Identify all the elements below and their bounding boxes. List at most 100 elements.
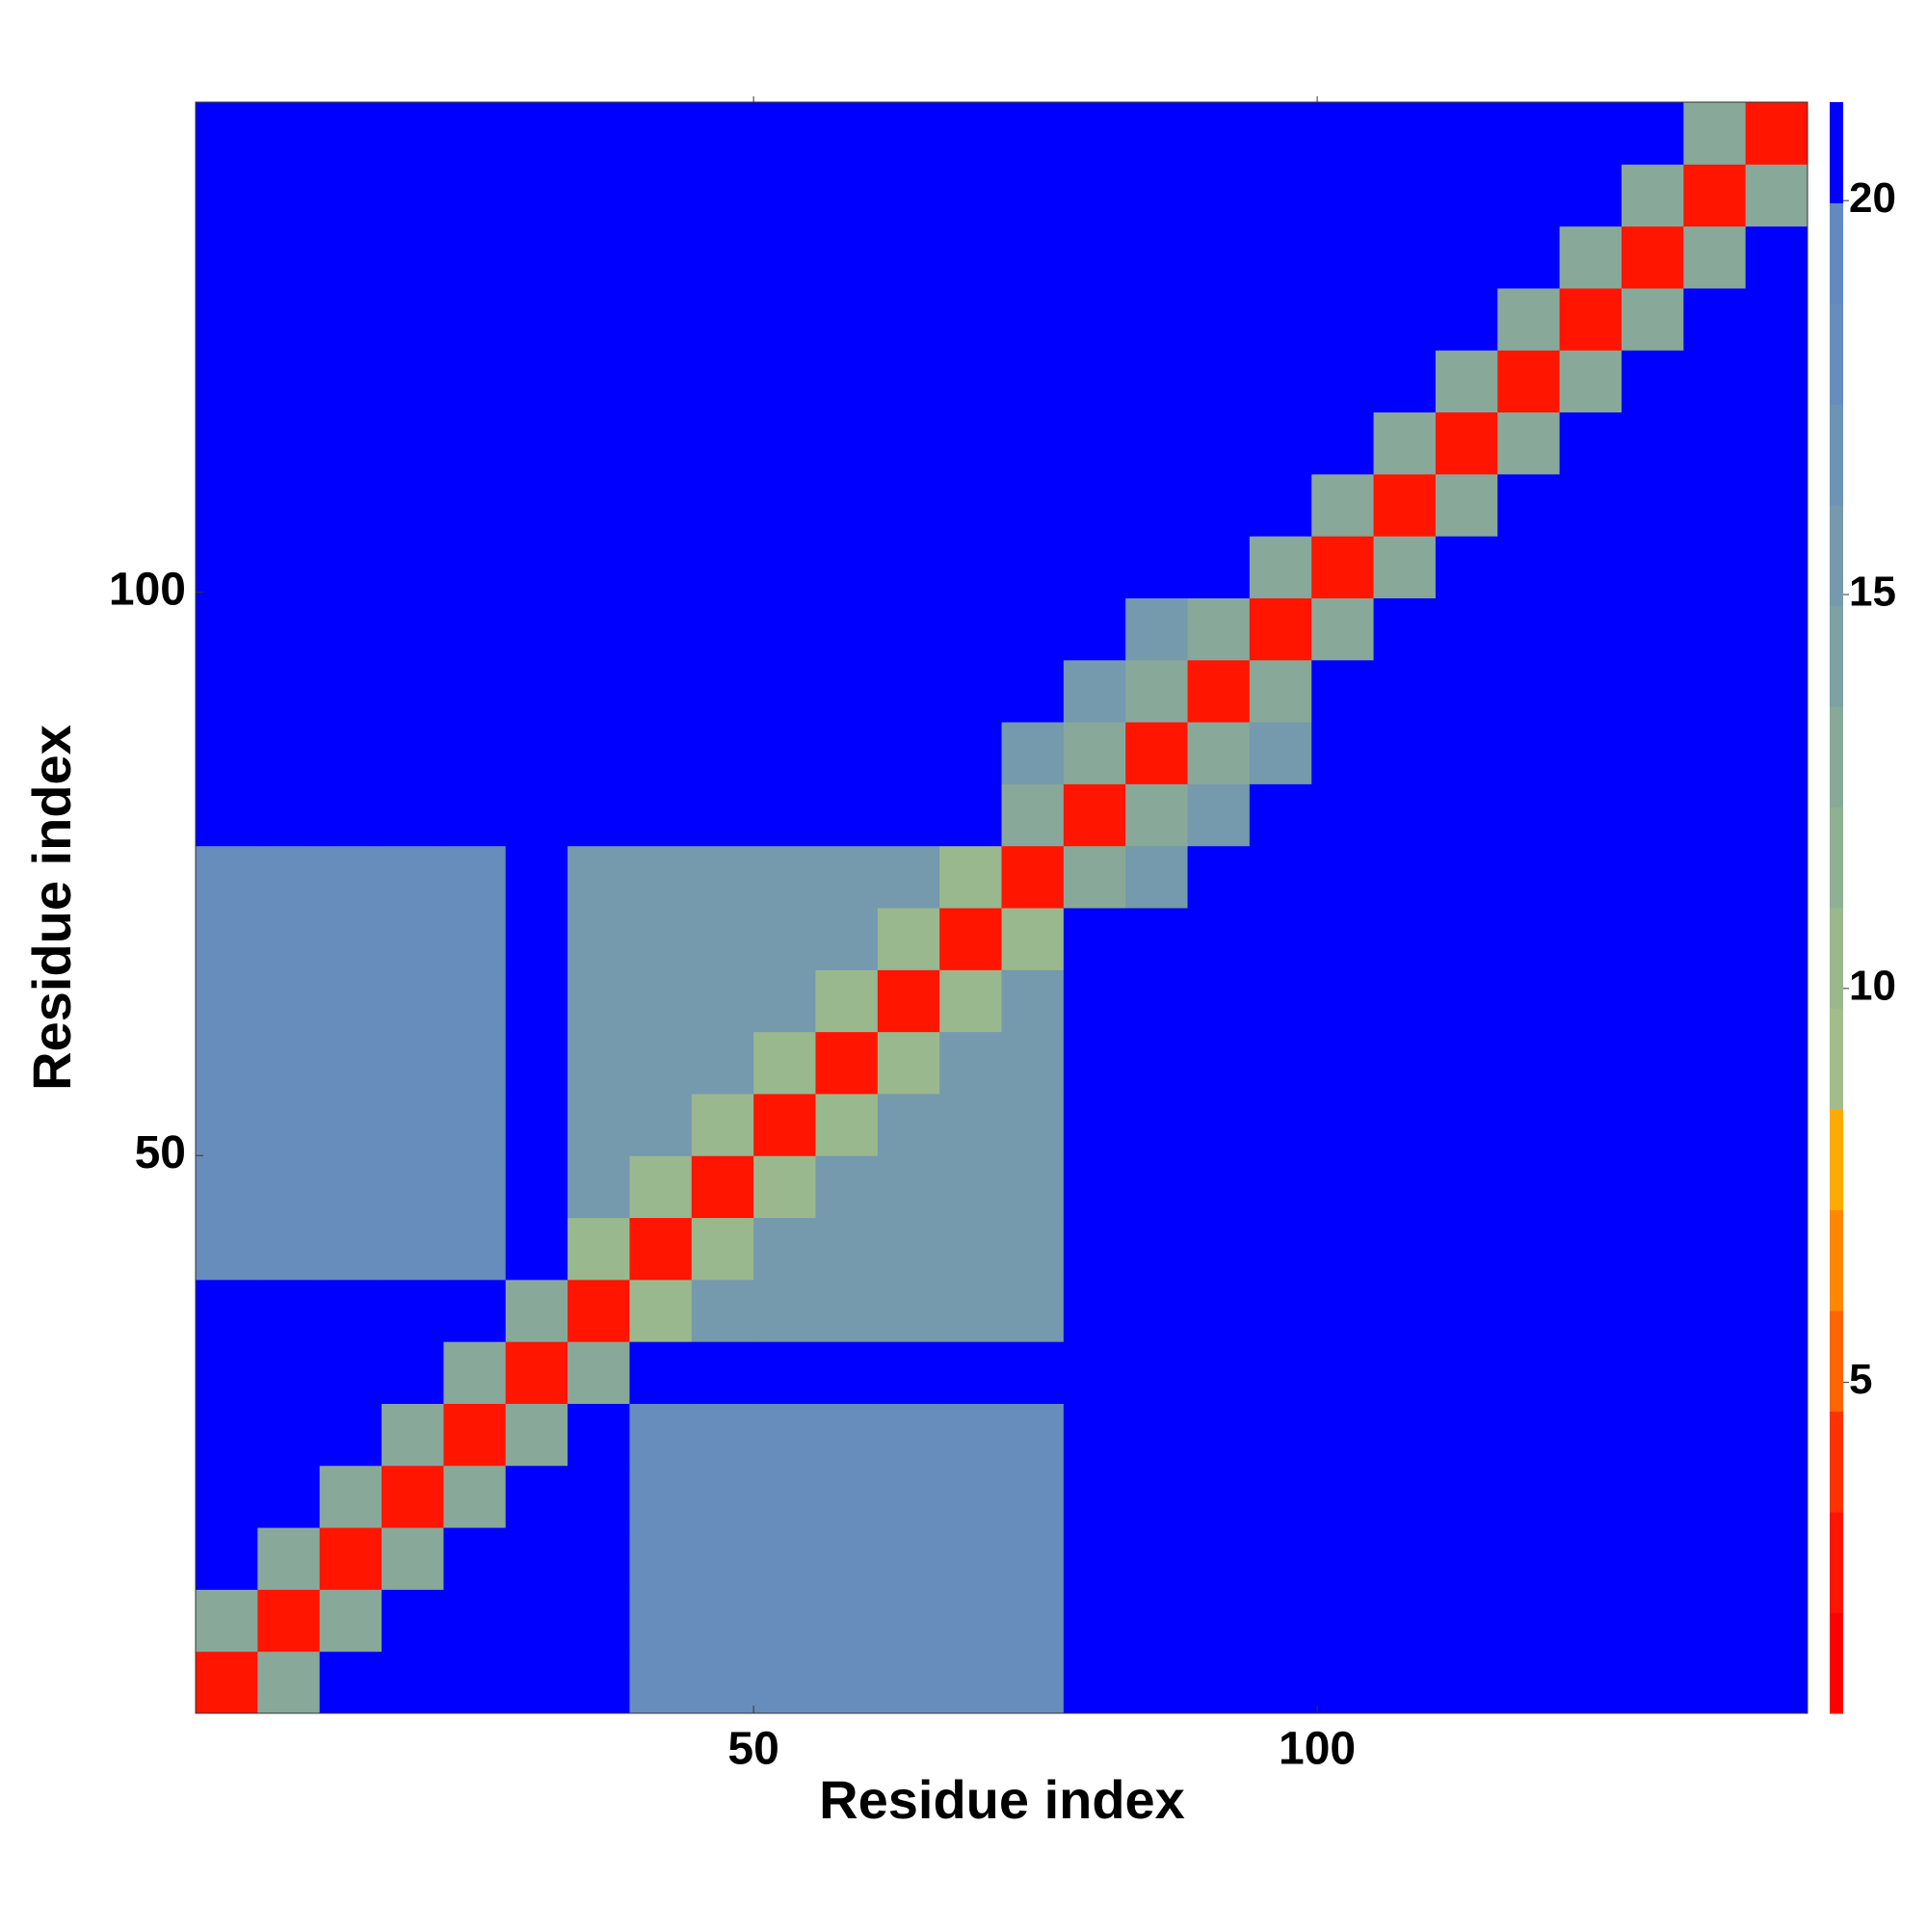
heatmap-cell <box>1373 722 1437 784</box>
heatmap-cell <box>257 659 321 723</box>
heatmap-cell <box>1001 1155 1065 1219</box>
heatmap-cell <box>1001 1031 1065 1095</box>
heatmap-cell <box>815 1403 879 1467</box>
heatmap-cell <box>1621 1589 1684 1653</box>
heatmap-cell <box>568 164 630 227</box>
heatmap-cell <box>1745 350 1808 413</box>
heatmap-cell <box>1125 783 1189 847</box>
heatmap-cell <box>815 102 879 165</box>
heatmap-cell <box>1001 722 1065 784</box>
heatmap-cell <box>1001 1465 1065 1528</box>
heatmap-cell <box>1125 287 1189 351</box>
heatmap-cell <box>196 1155 258 1219</box>
heatmap-cell <box>1187 1031 1251 1095</box>
colorbar-swatch <box>1830 1411 1843 1513</box>
heatmap-cell <box>753 969 816 1033</box>
heatmap-cell <box>629 722 693 784</box>
heatmap-cell <box>1621 1341 1684 1404</box>
heatmap-cell <box>1435 659 1498 723</box>
heatmap-cell <box>257 1589 321 1653</box>
heatmap-cell <box>257 1527 321 1590</box>
y-tick-label: 50 <box>135 1127 186 1178</box>
heatmap-cell <box>753 1527 816 1590</box>
heatmap-cell <box>196 845 258 909</box>
heatmap-cell <box>1001 1217 1065 1281</box>
heatmap-cell <box>196 350 258 413</box>
heatmap-cell <box>691 1589 754 1653</box>
heatmap-cell <box>382 1527 444 1590</box>
heatmap-cell <box>568 1527 630 1590</box>
heatmap-cell <box>1683 908 1747 970</box>
heatmap-cell <box>1621 473 1684 537</box>
heatmap-cell <box>1311 102 1375 165</box>
heatmap-cell <box>877 536 940 598</box>
heatmap-cell <box>1373 908 1437 970</box>
heatmap-cell <box>1125 1403 1189 1467</box>
heatmap-cell <box>1249 722 1312 784</box>
heatmap-cell <box>1249 1527 1312 1590</box>
heatmap-cell <box>1683 597 1747 661</box>
heatmap-cell <box>753 845 816 909</box>
colorbar-swatch <box>1830 807 1843 909</box>
heatmap-cell <box>257 783 321 847</box>
heatmap-cell <box>753 1279 816 1342</box>
heatmap-cell <box>196 1651 258 1714</box>
heatmap-cell <box>382 659 444 723</box>
heatmap-cell <box>257 473 321 537</box>
heatmap-cell <box>939 659 1002 723</box>
heatmap-cell <box>939 1155 1002 1219</box>
heatmap-cell <box>319 783 383 847</box>
heatmap-cell <box>505 1031 568 1095</box>
heatmap-cell <box>1373 1651 1437 1714</box>
heatmap-cell <box>629 102 693 165</box>
heatmap <box>196 102 1808 1714</box>
heatmap-cell <box>877 1465 940 1528</box>
heatmap-cell <box>1125 1527 1189 1590</box>
heatmap-cell <box>443 969 507 1033</box>
y-axis-title: Residue index <box>21 725 82 1091</box>
heatmap-cell <box>1187 1465 1251 1528</box>
heatmap-cell <box>319 1465 383 1528</box>
heatmap-cell <box>1435 597 1498 661</box>
heatmap-cell <box>691 1093 754 1156</box>
heatmap-cell <box>1497 597 1561 661</box>
colorbar-swatch <box>1830 1612 1843 1714</box>
heatmap-cell <box>1559 783 1623 847</box>
heatmap-cell <box>505 1093 568 1156</box>
heatmap-cell <box>1311 845 1375 909</box>
heatmap-cell <box>877 1403 940 1467</box>
heatmap-cell <box>691 783 754 847</box>
heatmap-cell <box>1497 845 1561 909</box>
heatmap-cell <box>1497 473 1561 537</box>
heatmap-cell <box>257 969 321 1033</box>
heatmap-cell <box>1435 1093 1498 1156</box>
heatmap-cell <box>629 473 693 537</box>
heatmap-cell <box>877 1155 940 1219</box>
heatmap-cell <box>629 287 693 351</box>
heatmap-cell <box>1621 411 1684 475</box>
heatmap-cell <box>505 411 568 475</box>
heatmap-cell <box>443 597 507 661</box>
heatmap-cell <box>443 722 507 784</box>
heatmap-cell <box>1125 536 1189 598</box>
heatmap-cell <box>1745 1155 1808 1219</box>
heatmap-cell <box>1373 1403 1437 1467</box>
heatmap-cell <box>1311 287 1375 351</box>
heatmap-cell <box>1125 969 1189 1033</box>
heatmap-cell <box>568 597 630 661</box>
heatmap-cell <box>443 845 507 909</box>
heatmap-cell <box>691 845 754 909</box>
heatmap-cell <box>196 1279 258 1342</box>
heatmap-cell <box>1249 1279 1312 1342</box>
heatmap-cell <box>939 597 1002 661</box>
heatmap-cell <box>1187 783 1251 847</box>
heatmap-cell <box>1249 845 1312 909</box>
heatmap-cell <box>382 1279 444 1342</box>
heatmap-cell <box>815 1589 879 1653</box>
heatmap-cell <box>257 1031 321 1095</box>
heatmap-cell <box>1125 1341 1189 1404</box>
heatmap-cell <box>505 1465 568 1528</box>
heatmap-cell <box>1001 597 1065 661</box>
heatmap-cell <box>1559 969 1623 1033</box>
heatmap-cell <box>753 1341 816 1404</box>
